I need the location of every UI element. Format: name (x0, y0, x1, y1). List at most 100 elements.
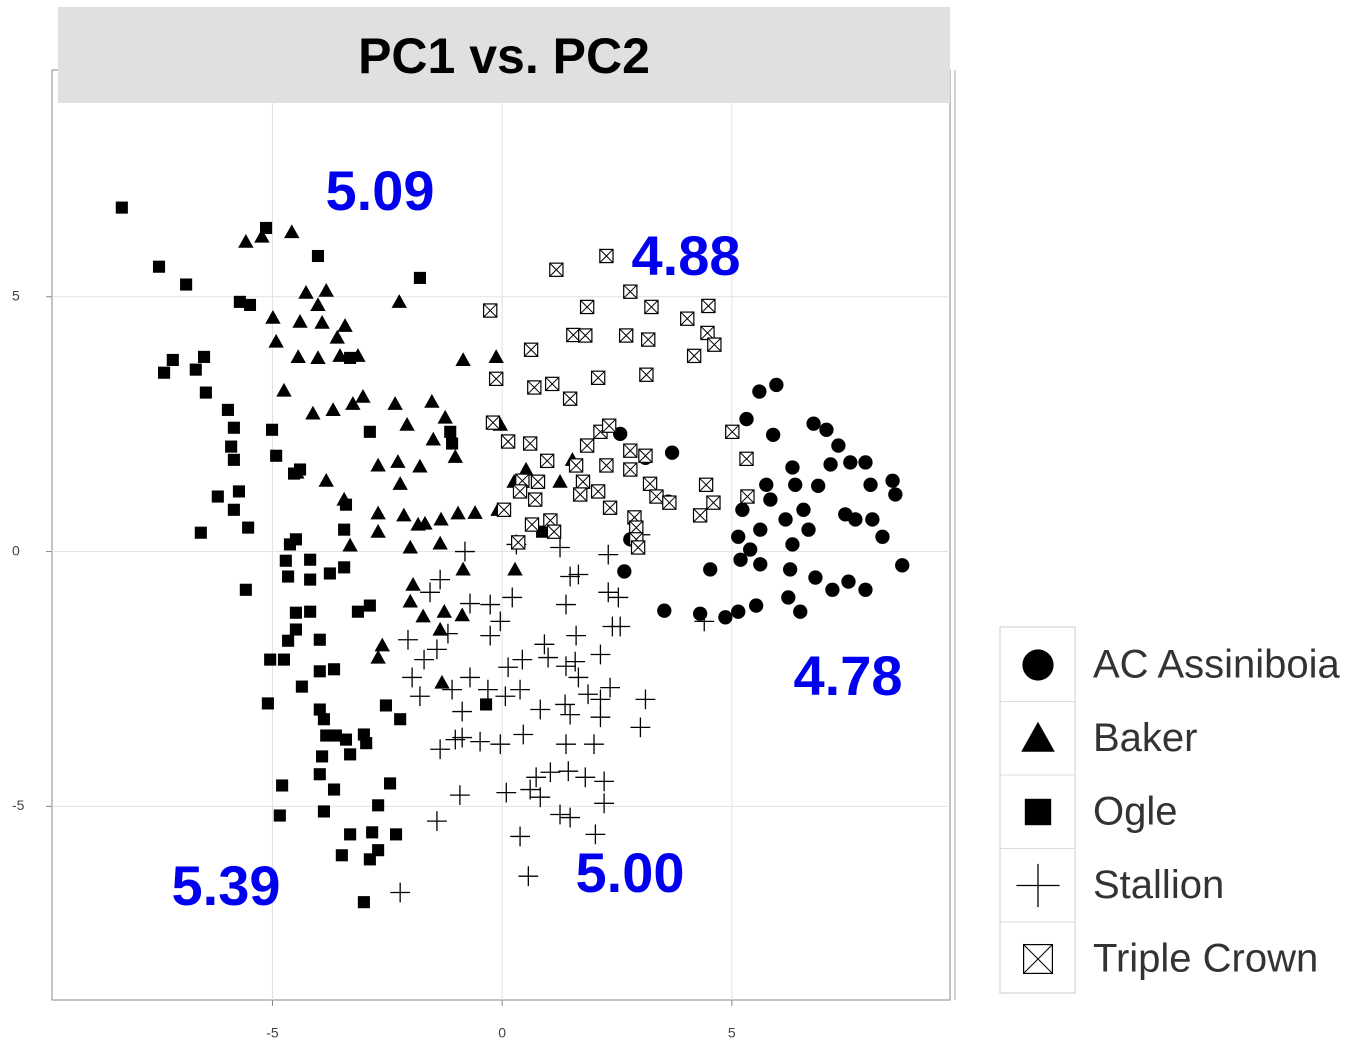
point-triangle (268, 333, 284, 348)
marker-shape (759, 477, 774, 492)
point-square (317, 805, 330, 818)
marker-shape (270, 449, 283, 462)
marker-shape (560, 566, 581, 587)
marker-shape (425, 431, 441, 446)
point-square (152, 260, 166, 273)
points (115, 201, 910, 909)
point-plus (556, 656, 576, 677)
point-plus (556, 594, 576, 615)
point-circle (783, 562, 798, 577)
marker-shape (540, 453, 555, 468)
marker-shape (630, 717, 651, 738)
point-triangle (310, 350, 326, 364)
point-boxx (623, 284, 638, 299)
point-triangle (455, 352, 471, 367)
marker-shape (731, 604, 746, 619)
point-plus (520, 779, 541, 800)
point-circle (806, 416, 821, 431)
marker-shape (446, 437, 459, 450)
marker-shape (480, 594, 501, 615)
marker-shape (706, 495, 721, 510)
marker-shape (769, 377, 784, 393)
marker-shape (345, 396, 361, 410)
marker-shape (310, 350, 326, 364)
marker-shape (641, 332, 656, 347)
marker-shape (391, 294, 407, 308)
point-triangle (402, 539, 418, 554)
point-boxx (599, 458, 614, 473)
marker-shape (265, 423, 279, 436)
marker-shape (338, 561, 351, 574)
marker-shape (819, 422, 834, 437)
point-circle (888, 487, 903, 502)
marker-shape (783, 562, 798, 577)
marker-shape (320, 729, 333, 742)
marker-shape (591, 370, 606, 385)
marker-shape (785, 537, 800, 552)
marker-shape (657, 603, 672, 618)
point-triangle (355, 388, 371, 403)
point-plus (460, 667, 480, 688)
point-boxx (680, 311, 695, 326)
point-square (313, 633, 326, 646)
marker-shape (740, 489, 755, 504)
point-triangle (325, 402, 341, 416)
point-circle (703, 562, 718, 577)
annotation: 5.00 (576, 841, 685, 904)
marker-shape (811, 478, 826, 493)
point-square (180, 278, 193, 291)
marker-shape (211, 490, 224, 503)
marker-shape (584, 734, 604, 755)
point-square (293, 463, 307, 476)
point-triangle (370, 523, 386, 538)
point-square (329, 729, 342, 742)
point-boxx (739, 451, 754, 467)
point-boxx (601, 418, 617, 433)
marker-shape (753, 557, 768, 572)
point-square (344, 748, 357, 761)
point-boxx (662, 495, 677, 510)
marker-shape (304, 573, 317, 586)
point-boxx (573, 487, 588, 502)
marker-shape (402, 593, 418, 608)
marker-shape (460, 667, 480, 688)
marker-shape (599, 249, 614, 263)
marker-shape (227, 503, 240, 516)
marker-shape (510, 679, 530, 700)
marker-shape (530, 699, 551, 720)
marker-shape (366, 826, 379, 839)
marker-shape (590, 707, 611, 728)
point-square (189, 363, 202, 376)
point-circle (785, 460, 800, 475)
marker-shape (194, 526, 207, 539)
point-square (444, 425, 457, 438)
point-triangle (399, 416, 415, 431)
point-square (194, 526, 207, 539)
point-circle (843, 455, 858, 470)
point-square (363, 425, 376, 438)
point-plus (538, 647, 558, 668)
point-plus (526, 767, 547, 788)
marker-shape (580, 300, 595, 314)
marker-shape (444, 425, 457, 438)
marker-shape (511, 535, 526, 550)
point-square (261, 697, 274, 710)
marker-shape (357, 896, 370, 909)
marker-shape (610, 616, 631, 637)
point-boxx (530, 474, 546, 489)
point-boxx (511, 535, 526, 550)
marker-shape (445, 729, 466, 750)
point-square (335, 849, 348, 862)
marker-shape (410, 686, 430, 707)
marker-shape (284, 224, 300, 239)
marker-shape (599, 458, 614, 473)
marker-shape (585, 824, 606, 845)
point-plus (560, 704, 581, 725)
marker-shape (304, 605, 317, 618)
marker-shape (496, 782, 517, 803)
marker-shape (282, 634, 295, 647)
marker-shape (518, 866, 539, 887)
marker-shape (317, 805, 330, 818)
marker-shape (513, 484, 528, 499)
point-plus (584, 734, 604, 755)
